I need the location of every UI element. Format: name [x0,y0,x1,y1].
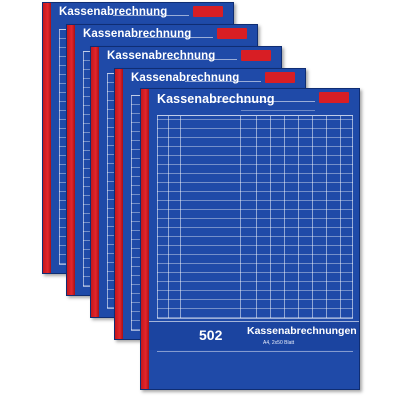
grid-column-line [326,116,327,318]
cover-title: Kassenabrechnungen [247,325,357,337]
grid-column-line [168,116,169,318]
grid-column-line [240,116,241,318]
grid-column-line [340,116,341,318]
brand-logo [193,6,223,17]
pad-spine [141,89,149,389]
pad-spine [91,47,99,317]
header-rule [211,101,315,102]
pad-title: Kassenabrechnung [157,92,275,106]
header-rule [185,81,261,82]
brand-logo [265,72,295,83]
pad-front: Kassenabrechnung 502 Kassenabrechnungen … [140,88,360,390]
pad-spine [43,3,51,273]
header-rule [137,37,213,38]
brand-logo [241,50,271,61]
cover-subtitle: A4, 2x50 Blatt [263,340,295,346]
brand-logo [217,28,247,39]
pad-spine [115,69,123,339]
header-rule [161,59,237,60]
header-rule [113,15,189,16]
grid-column-line [180,116,181,318]
brand-logo [319,92,349,103]
pad-spine [67,25,75,295]
cover-label-band: 502 Kassenabrechnungen A4, 2x50 Blatt [149,321,359,350]
grid-column-line [298,116,299,318]
product-number: 502 [199,327,223,343]
grid-column-line [256,116,257,318]
pad-title: Kassenabrechnung [131,72,240,84]
header-rule [241,110,315,111]
grid-column-line [312,116,313,318]
pad-title: Kassenabrechnung [83,28,192,40]
pad-title: Kassenabrechnung [107,50,216,62]
grid-column-line [270,116,271,318]
footer-rule [157,351,353,358]
pad-title: Kassenabrechnung [59,6,168,18]
grid-column-line [284,116,285,318]
ledger-grid [157,115,353,319]
